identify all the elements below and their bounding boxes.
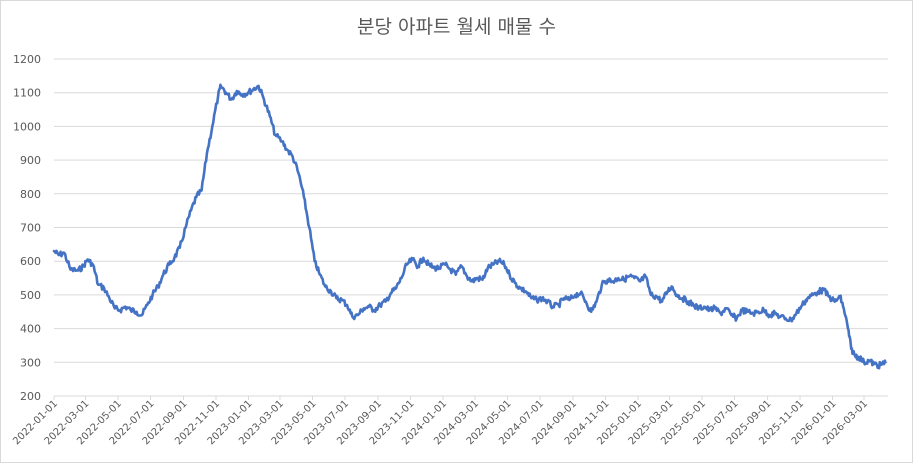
y-axis-ticks: 200 300 400 500 600 700 800 900 1000 1100 1200	[13, 53, 41, 403]
y-tick-label: 400	[20, 323, 41, 336]
y-tick-label: 200	[20, 390, 41, 403]
y-tick-label: 700	[20, 222, 41, 235]
gridlines	[54, 58, 888, 397]
y-tick-label: 900	[20, 154, 41, 167]
y-tick-label: 300	[20, 356, 41, 369]
x-axis-ticks: 2022-01-012022-03-012022-05-012022-07-01…	[11, 396, 870, 447]
y-tick-label: 1000	[13, 120, 41, 133]
y-tick-label: 800	[20, 188, 41, 201]
chart-title: 분당 아파트 월세 매물 수	[357, 16, 556, 38]
y-tick-label: 500	[20, 289, 41, 302]
y-tick-label: 600	[20, 255, 41, 268]
y-tick-label: 1100	[13, 87, 41, 100]
y-tick-label: 1200	[13, 53, 41, 66]
series-line	[52, 83, 887, 370]
